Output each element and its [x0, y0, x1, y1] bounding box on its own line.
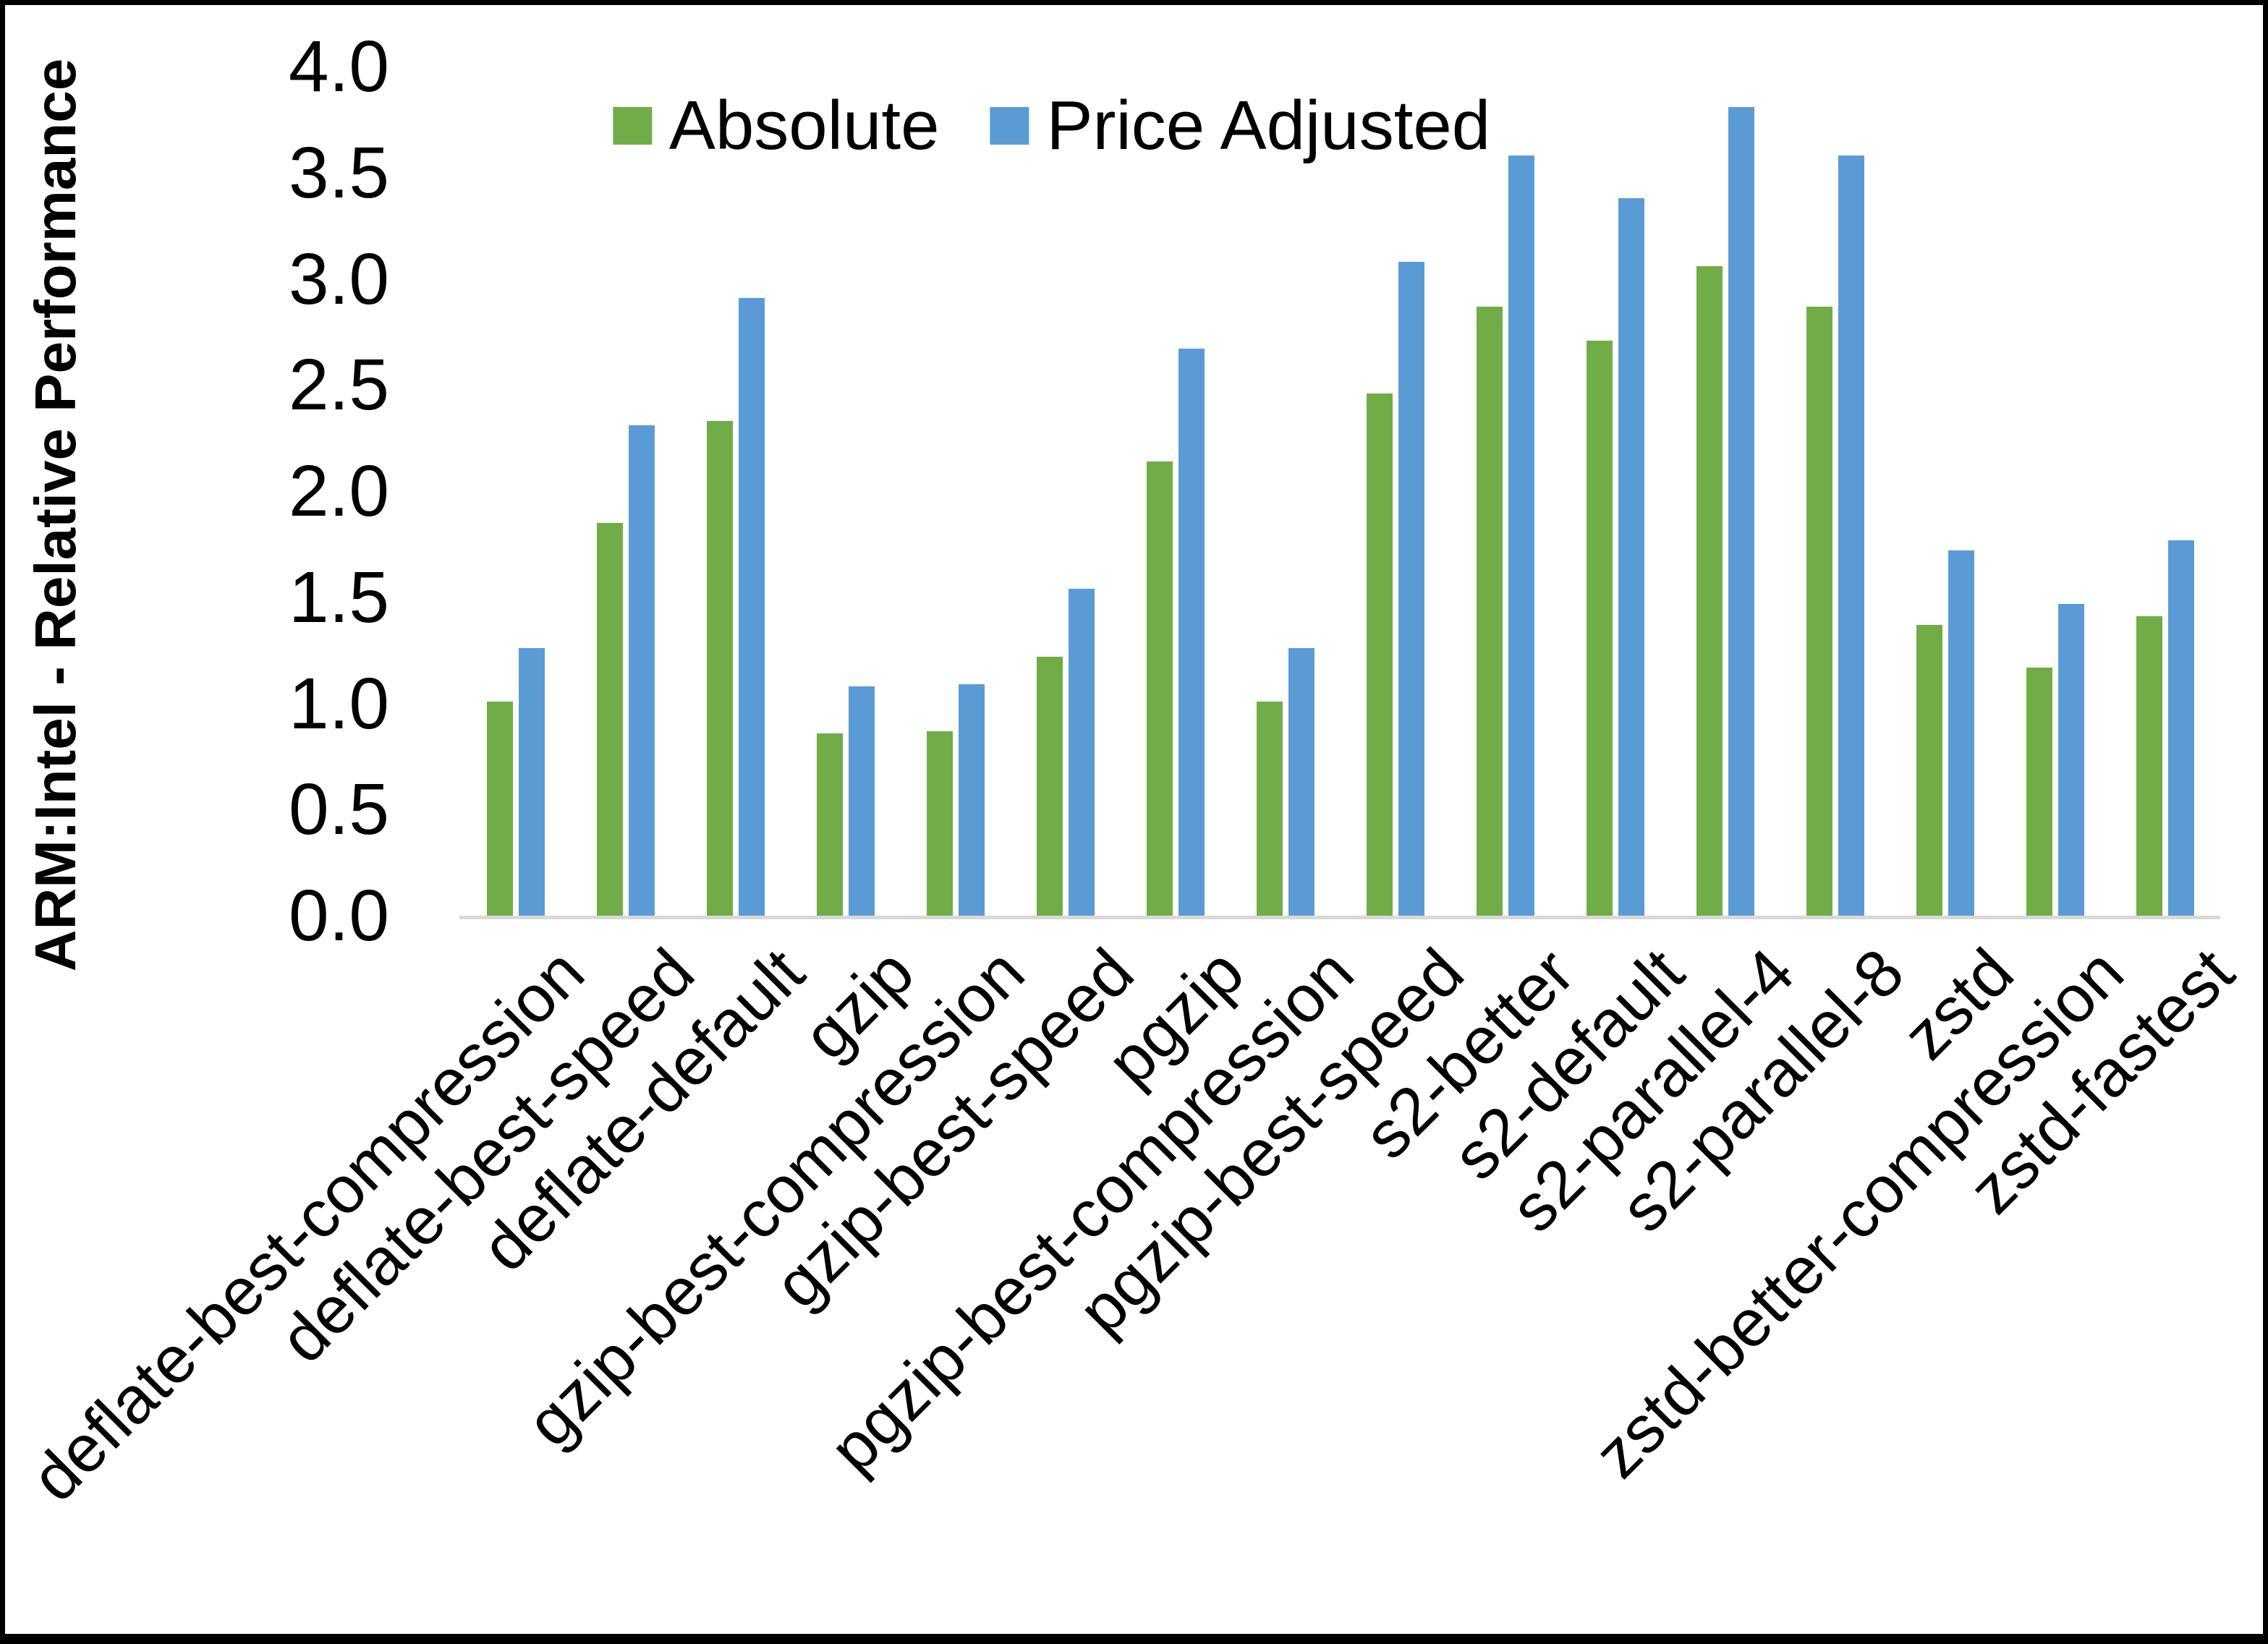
y-tick-label: 3.0	[288, 238, 389, 320]
bar-absolute	[707, 421, 733, 916]
legend-label-price-adjusted: Price Adjusted	[1046, 87, 1491, 164]
legend-item-price-adjusted: Price Adjusted	[990, 86, 1490, 166]
y-tick-label: 4.0	[288, 26, 389, 107]
bar-price-adjusted	[1398, 262, 1424, 916]
y-tick-label: 0.5	[288, 769, 389, 851]
bar-price-adjusted	[629, 425, 655, 916]
bar-absolute	[1587, 340, 1613, 916]
bar-price-adjusted	[2168, 540, 2194, 916]
bar-absolute	[1696, 265, 1723, 916]
legend: Absolute Price Adjusted	[612, 86, 1490, 166]
bar-absolute	[2026, 667, 2052, 916]
bar-absolute	[1477, 306, 1503, 916]
bar-price-adjusted	[519, 648, 545, 916]
bar-absolute	[1037, 656, 1063, 916]
bar-absolute	[1147, 461, 1173, 916]
bar-price-adjusted	[1508, 156, 1534, 916]
y-tick-label: 1.0	[288, 663, 389, 744]
bar-price-adjusted	[1728, 106, 1754, 916]
legend-label-absolute: Absolute	[668, 87, 940, 164]
y-tick-label: 3.5	[288, 132, 389, 213]
bar-absolute	[597, 523, 623, 916]
x-axis-line	[459, 916, 2220, 919]
y-tick-label: 1.5	[288, 556, 389, 638]
bar-price-adjusted	[1948, 550, 1974, 916]
y-axis-title: ARM:Intel - Relative Performance	[23, 58, 88, 972]
legend-swatch-absolute	[612, 107, 652, 145]
bar-price-adjusted	[959, 684, 985, 916]
bar-price-adjusted	[1178, 349, 1205, 916]
bar-price-adjusted	[2058, 603, 2084, 916]
bar-absolute	[2136, 616, 2162, 916]
legend-swatch-price-adjusted	[990, 107, 1029, 145]
y-tick-label: 0.0	[288, 875, 389, 956]
bar-absolute	[817, 733, 843, 916]
bar-absolute	[487, 701, 513, 916]
bar-absolute	[1367, 393, 1393, 916]
bar-price-adjusted	[1838, 156, 1864, 916]
bar-price-adjusted	[1069, 589, 1095, 916]
y-tick-label: 2.5	[288, 344, 389, 426]
bar-price-adjusted	[849, 686, 875, 916]
bar-absolute	[1916, 624, 1942, 916]
bar-price-adjusted	[739, 297, 765, 916]
bar-absolute	[1806, 306, 1832, 916]
legend-item-absolute: Absolute	[612, 86, 940, 166]
bar-absolute	[927, 731, 953, 916]
bar-price-adjusted	[1618, 197, 1644, 916]
bar-absolute	[1257, 701, 1283, 916]
bar-price-adjusted	[1288, 648, 1314, 916]
y-tick-label: 2.0	[288, 451, 389, 532]
